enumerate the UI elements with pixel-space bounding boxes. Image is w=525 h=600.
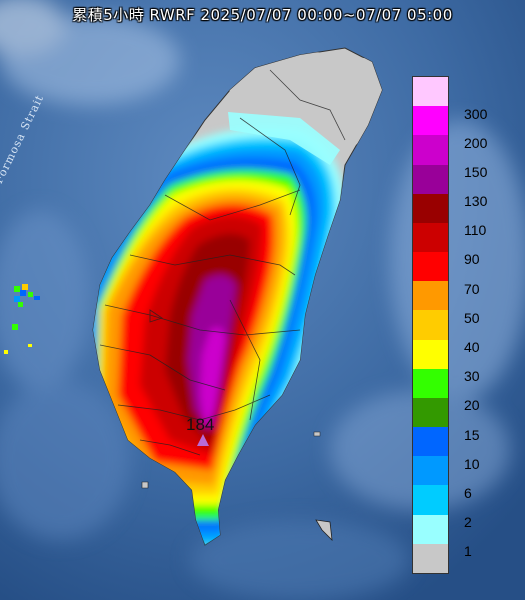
legend-label: 15 — [464, 426, 480, 443]
legend-swatch — [413, 77, 448, 107]
legend-swatch — [413, 456, 448, 486]
legend-swatch — [413, 281, 448, 311]
legend-label: 300 — [464, 105, 488, 122]
legend-label: 130 — [464, 193, 488, 210]
map-title: 累積5小時 RWRF 2025/07/07 00:00~07/07 05:00 — [72, 6, 453, 24]
legend-label: 90 — [464, 251, 480, 268]
legend-color-bar — [412, 76, 449, 574]
legend-label: 1 — [464, 543, 472, 560]
legend-label: 110 — [464, 222, 487, 239]
legend-swatch — [413, 106, 448, 136]
legend-label: 150 — [464, 163, 488, 180]
max-rainfall-value: 184 — [186, 415, 215, 434]
legend-label: 200 — [464, 134, 488, 151]
offshore-islands — [141, 431, 333, 542]
rainfall-field — [93, 50, 382, 545]
legend-swatch — [413, 310, 448, 340]
legend-swatch — [413, 427, 448, 457]
legend-label: 2 — [464, 514, 472, 531]
legend-label: 30 — [464, 368, 480, 385]
legend-swatch — [413, 252, 448, 282]
legend-swatch — [413, 485, 448, 515]
legend-swatch — [413, 543, 448, 573]
legend-swatch — [413, 397, 448, 428]
max-rainfall-marker-icon — [197, 434, 209, 446]
legend-swatch — [413, 368, 448, 398]
legend-swatch — [413, 193, 448, 223]
legend-label: 50 — [464, 309, 480, 326]
legend-label: 40 — [464, 339, 480, 355]
legend-label: 70 — [464, 280, 480, 297]
penghu-islands — [4, 284, 40, 354]
legend-label: 20 — [464, 397, 480, 414]
legend-swatch — [413, 135, 448, 165]
legend-swatch — [413, 164, 448, 194]
legend-label: 10 — [464, 455, 480, 472]
county-boundaries — [99, 69, 346, 456]
legend-swatch — [413, 222, 448, 253]
legend-swatch — [413, 339, 448, 369]
legend-label: 6 — [464, 484, 472, 501]
legend-swatch — [413, 514, 448, 544]
rainfall-legend: 300 200 150 130 110 90 70 50 40 30 20 15 10 6 2 1 — [412, 76, 518, 574]
